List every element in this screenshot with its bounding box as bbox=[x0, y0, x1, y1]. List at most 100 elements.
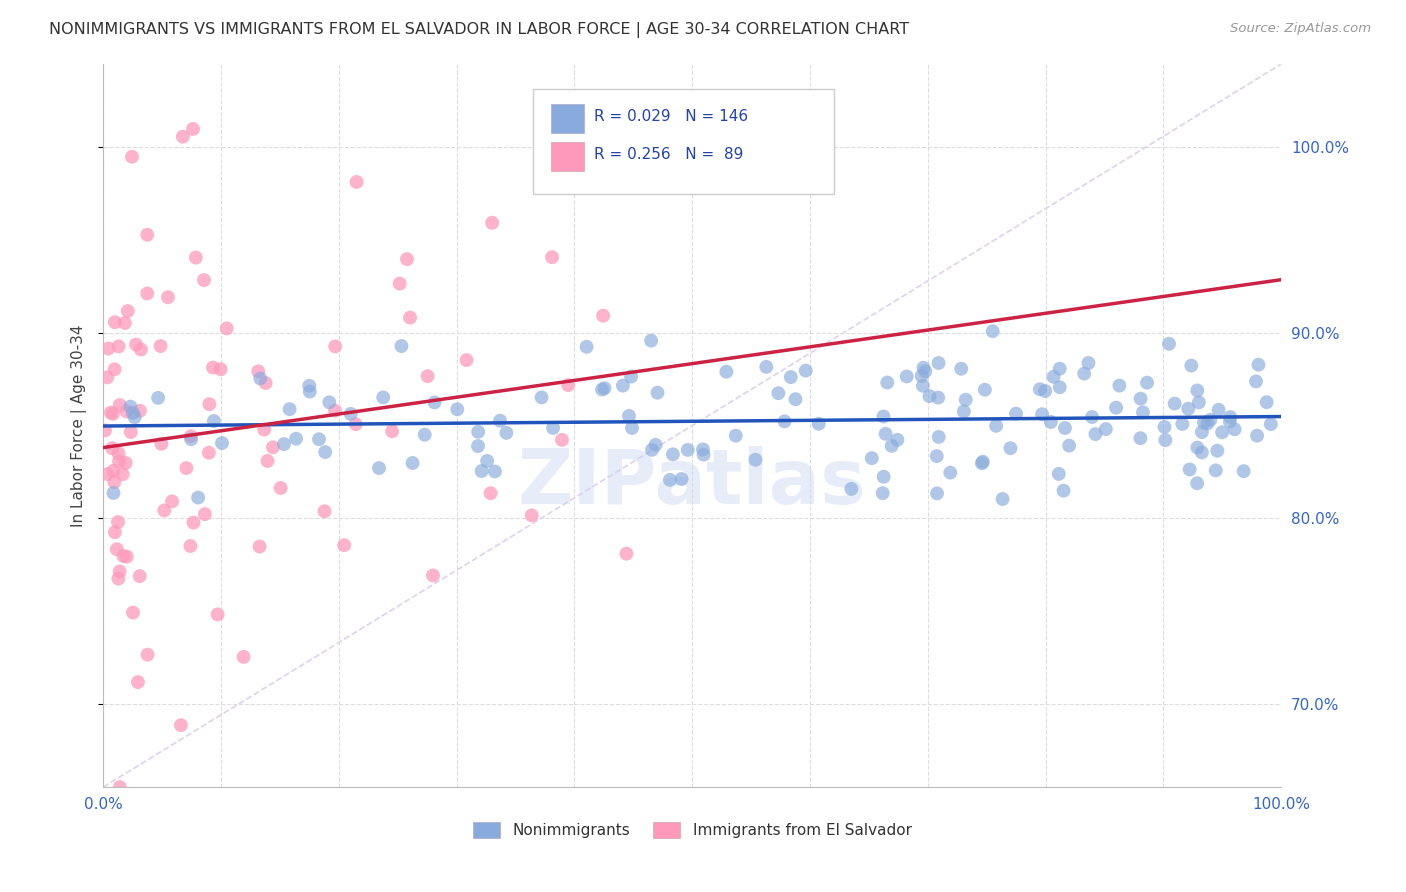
Point bbox=[1171, 417, 1194, 431]
Point bbox=[1205, 463, 1227, 477]
Point bbox=[1256, 395, 1278, 409]
Point bbox=[314, 504, 336, 518]
Point bbox=[1042, 369, 1064, 384]
Point bbox=[180, 429, 202, 443]
Point bbox=[592, 309, 614, 323]
Point bbox=[1047, 467, 1070, 481]
Point bbox=[785, 392, 807, 407]
Point bbox=[475, 454, 498, 468]
Point bbox=[399, 310, 422, 325]
Point bbox=[1129, 431, 1152, 445]
Point bbox=[423, 395, 446, 409]
Point bbox=[1049, 361, 1071, 376]
Point bbox=[662, 447, 685, 461]
Point bbox=[1244, 375, 1267, 389]
Point bbox=[616, 547, 638, 561]
Point bbox=[446, 402, 468, 417]
Point bbox=[184, 251, 207, 265]
Point bbox=[136, 286, 159, 301]
Point bbox=[1197, 417, 1219, 431]
Point bbox=[1219, 415, 1241, 429]
Point bbox=[176, 461, 198, 475]
Point bbox=[1191, 445, 1213, 459]
Point bbox=[160, 494, 183, 508]
Point bbox=[1157, 336, 1180, 351]
Point bbox=[103, 475, 125, 489]
FancyBboxPatch shape bbox=[533, 89, 834, 194]
Point bbox=[620, 369, 643, 384]
Point bbox=[120, 425, 142, 439]
Point bbox=[416, 369, 439, 384]
Point bbox=[1031, 407, 1053, 421]
Point bbox=[1073, 367, 1095, 381]
Point bbox=[1260, 417, 1282, 431]
Point bbox=[1057, 439, 1080, 453]
Point bbox=[107, 515, 129, 529]
Point bbox=[1191, 425, 1213, 439]
Point bbox=[1053, 421, 1076, 435]
Point bbox=[1081, 410, 1104, 425]
Point bbox=[207, 607, 229, 622]
Point bbox=[520, 508, 543, 523]
Point bbox=[323, 339, 346, 353]
Point bbox=[973, 383, 995, 397]
Point bbox=[157, 290, 180, 304]
Point bbox=[1154, 433, 1177, 447]
Point bbox=[918, 389, 941, 403]
Text: ZIPatlas: ZIPatlas bbox=[517, 447, 866, 520]
Point bbox=[914, 364, 936, 378]
Point bbox=[150, 437, 173, 451]
Point bbox=[1246, 428, 1268, 442]
Point bbox=[755, 359, 778, 374]
Point bbox=[1188, 395, 1211, 409]
Point bbox=[344, 417, 367, 431]
Point bbox=[1000, 441, 1022, 455]
Point bbox=[121, 150, 143, 164]
Point bbox=[193, 273, 215, 287]
Point bbox=[146, 391, 169, 405]
Point bbox=[1049, 380, 1071, 394]
Point bbox=[1233, 464, 1256, 478]
Point bbox=[471, 464, 494, 478]
Point bbox=[112, 549, 135, 563]
Point bbox=[114, 456, 136, 470]
Point bbox=[1005, 407, 1028, 421]
Point bbox=[104, 315, 127, 329]
Point bbox=[136, 227, 159, 242]
Point bbox=[955, 392, 977, 407]
Point bbox=[247, 364, 270, 378]
Point bbox=[647, 385, 669, 400]
Point bbox=[249, 540, 271, 554]
Point bbox=[1077, 356, 1099, 370]
Point bbox=[129, 343, 152, 357]
Point bbox=[368, 461, 391, 475]
Point bbox=[422, 568, 444, 582]
Point bbox=[388, 277, 411, 291]
Point bbox=[413, 427, 436, 442]
Point bbox=[278, 402, 301, 417]
Point bbox=[928, 430, 950, 444]
FancyBboxPatch shape bbox=[551, 142, 583, 171]
Point bbox=[202, 360, 225, 375]
Point bbox=[970, 456, 993, 470]
Point bbox=[1206, 443, 1229, 458]
Point bbox=[273, 437, 295, 451]
Point bbox=[575, 340, 598, 354]
Point bbox=[381, 424, 404, 438]
Point bbox=[794, 363, 817, 377]
Point bbox=[298, 384, 321, 399]
Point bbox=[551, 433, 574, 447]
Point bbox=[125, 337, 148, 351]
Point bbox=[104, 525, 127, 540]
Point bbox=[129, 404, 152, 418]
Point bbox=[401, 456, 423, 470]
Point bbox=[339, 407, 361, 421]
Point bbox=[984, 418, 1007, 433]
Point bbox=[640, 334, 662, 348]
Point bbox=[108, 398, 131, 412]
Y-axis label: In Labor Force | Age 30-34: In Labor Force | Age 30-34 bbox=[72, 325, 87, 527]
Point bbox=[1199, 413, 1222, 427]
Point bbox=[215, 321, 238, 335]
Point bbox=[1084, 427, 1107, 442]
Point bbox=[94, 424, 117, 438]
